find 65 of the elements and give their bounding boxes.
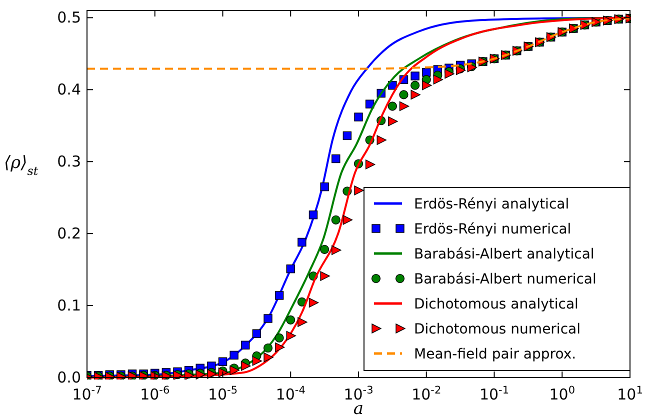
y-tick-label: 0.3 [57, 152, 81, 171]
point [286, 264, 295, 274]
x-tick-label: 10$^{1}$ [617, 384, 643, 404]
y-tick-label: 0.0 [57, 368, 81, 386]
point [331, 215, 340, 224]
x-tick-label: 10$^{-6}$ [140, 384, 170, 404]
point [298, 238, 306, 247]
point [252, 356, 262, 366]
legend-label: Erdös-Rényi analytical [414, 196, 570, 212]
point [230, 350, 238, 360]
point [308, 210, 318, 220]
point [399, 90, 408, 100]
x-tick-label: 10$^{-1}$ [479, 384, 510, 404]
point [332, 154, 340, 164]
point [376, 135, 386, 145]
x-tick-label: 10$^{-4}$ [276, 384, 306, 404]
point [410, 90, 420, 100]
point [365, 100, 374, 108]
y-tick-label: 0.2 [57, 224, 81, 243]
point [264, 314, 272, 323]
legend-label: Erdös-Rényi numerical [414, 222, 572, 238]
point [320, 244, 330, 254]
y-axis-title: ⟨ρ⟩$_{st}$ [4, 153, 38, 178]
point [274, 291, 284, 300]
point [252, 329, 262, 338]
point [320, 182, 329, 192]
point [320, 271, 330, 281]
point [388, 102, 397, 111]
y-tick-label: 0.4 [57, 80, 81, 99]
point [274, 333, 284, 342]
point [365, 160, 376, 170]
point [354, 112, 363, 122]
point [433, 74, 444, 84]
point [354, 186, 364, 196]
point [298, 317, 308, 327]
point [264, 352, 274, 362]
point [332, 245, 342, 255]
point [230, 365, 240, 376]
point [399, 101, 410, 112]
point [422, 80, 432, 90]
y-tick-label: 0.1 [57, 296, 81, 315]
legend-label: Barabási-Albert numerical [414, 272, 596, 288]
x-tick-label: 10$^{-5}$ [208, 384, 238, 404]
point [308, 298, 319, 308]
point [286, 315, 296, 324]
point [444, 68, 454, 79]
point [342, 215, 353, 225]
x-tick-label: 10$^{0}$ [549, 384, 576, 404]
point [263, 343, 273, 353]
point [410, 72, 420, 80]
point [342, 131, 352, 140]
legend-label: Barabási-Albert analytical [414, 246, 594, 262]
point [286, 330, 296, 341]
point [388, 116, 398, 126]
point [241, 340, 250, 350]
legend-label: Mean-field pair approx. [414, 346, 576, 362]
x-tick-label: 10$^{-7}$ [72, 384, 102, 404]
point [410, 80, 420, 90]
point [241, 361, 251, 371]
point [218, 357, 228, 366]
legend-label: Dichotomous numerical [414, 322, 580, 338]
point [274, 342, 285, 352]
y-tick-label: 0.5 [57, 8, 81, 27]
x-tick-label: 10$^{-2}$ [412, 384, 442, 404]
legend-label: Dichotomous analytical [414, 296, 578, 312]
